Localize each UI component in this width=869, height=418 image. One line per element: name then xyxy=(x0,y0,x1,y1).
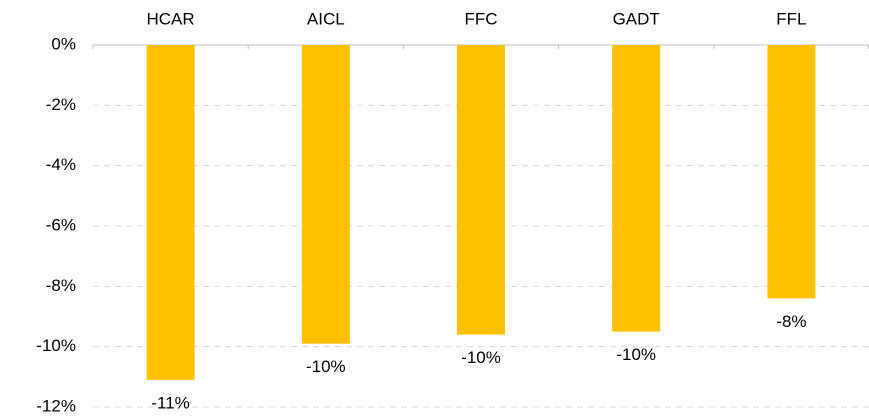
x-tick-label: GADT xyxy=(613,9,660,28)
bar xyxy=(612,45,661,332)
data-label: -8% xyxy=(776,312,806,331)
data-label: -10% xyxy=(461,348,501,367)
data-label: -11% xyxy=(151,393,189,412)
bar xyxy=(146,45,195,380)
y-tick-label: -6% xyxy=(46,215,76,234)
y-tick-label: -12% xyxy=(36,396,76,415)
data-label: -10% xyxy=(306,357,346,376)
x-tick-label: FFC xyxy=(464,9,497,28)
x-tick-label: FFL xyxy=(776,9,806,28)
y-tick-label: -8% xyxy=(46,276,76,295)
y-tick-label: 0% xyxy=(51,34,76,53)
bar xyxy=(457,45,505,335)
y-tick-label: -10% xyxy=(36,336,76,355)
data-label: -10% xyxy=(616,345,656,364)
x-tick-label: HCAR xyxy=(147,9,195,28)
bar xyxy=(301,45,350,344)
x-tick-label: AICL xyxy=(307,9,345,28)
y-tick-label: -4% xyxy=(46,155,76,174)
y-tick-label: -2% xyxy=(46,95,76,114)
bar xyxy=(767,45,816,299)
